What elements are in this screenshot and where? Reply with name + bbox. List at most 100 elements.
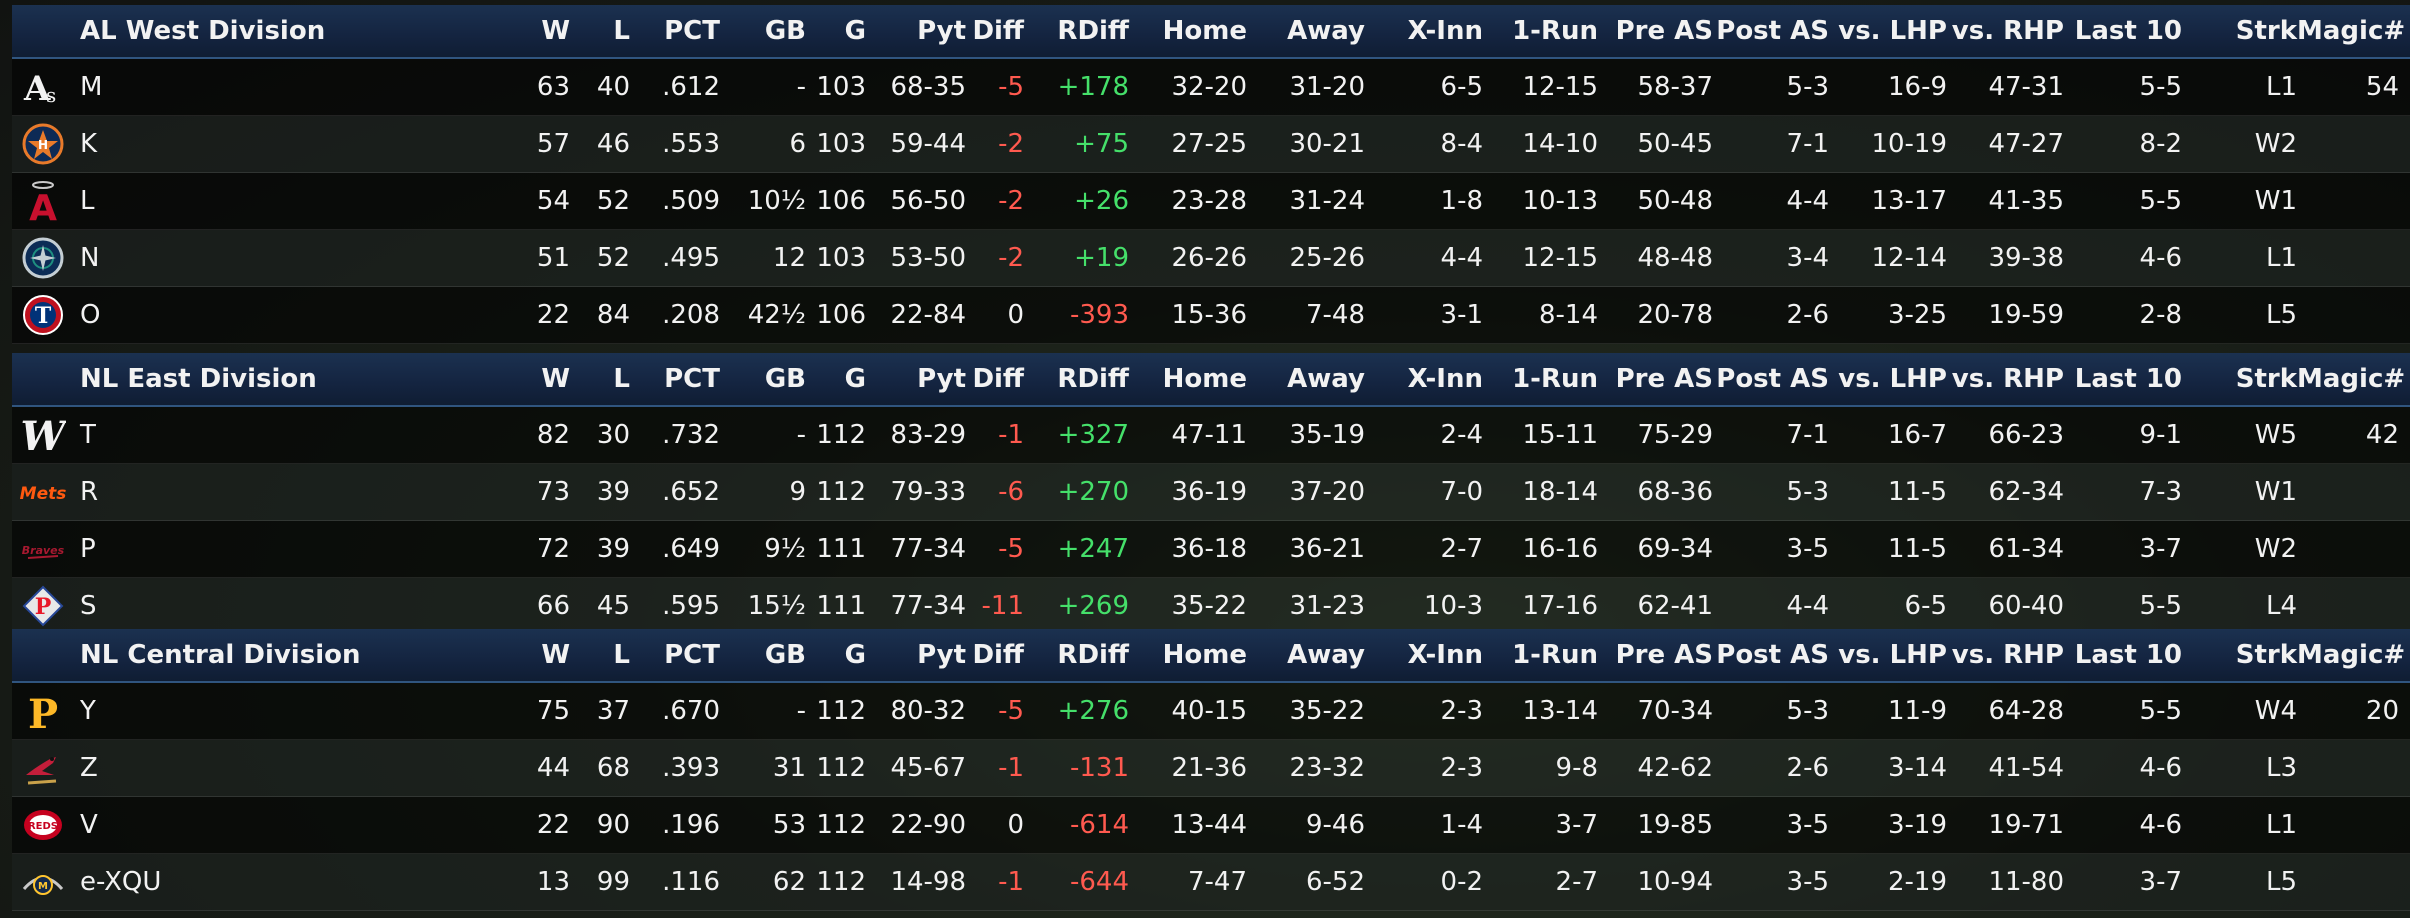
team-vlhp: 3-25: [1887, 300, 1947, 330]
team-postas: 2-6: [1786, 300, 1829, 330]
col-away[interactable]: Away: [1287, 640, 1365, 670]
col-pyt[interactable]: Pyt: [917, 16, 966, 46]
col-1run[interactable]: 1-Run: [1512, 16, 1598, 46]
col-away[interactable]: Away: [1287, 16, 1365, 46]
team-name[interactable]: Y: [80, 696, 96, 726]
col-1run[interactable]: 1-Run: [1512, 364, 1598, 394]
team-w: 13: [536, 867, 570, 897]
col-preas[interactable]: Pre AS: [1615, 640, 1713, 670]
team-name[interactable]: Z: [80, 753, 98, 783]
col-magic[interactable]: Magic#: [2297, 16, 2406, 46]
team-name[interactable]: K: [80, 129, 98, 159]
col-g[interactable]: G: [844, 16, 866, 46]
division-title: AL West Division: [80, 16, 326, 46]
col-pyt[interactable]: Pyt: [917, 364, 966, 394]
team-home: 36-18: [1171, 534, 1247, 564]
col-pct[interactable]: PCT: [664, 364, 720, 394]
col-xinn[interactable]: X-Inn: [1407, 16, 1483, 46]
col-w[interactable]: W: [541, 364, 570, 394]
team-name[interactable]: S: [80, 591, 97, 621]
col-pct[interactable]: PCT: [664, 16, 720, 46]
col-postas[interactable]: Post AS: [1716, 364, 1829, 394]
team-row[interactable]: T O 22 84 .208 42½ 106 22-84 0 -393 15-36 7-48 3-1 8-…: [12, 287, 2410, 344]
team-row[interactable]: Mets R 73 39 .652 9 112 79-33 -6 +270 36-19 37-20 7-…: [12, 464, 2410, 521]
col-diff[interactable]: Diff: [972, 640, 1024, 670]
col-rdiff[interactable]: RDiff: [1057, 16, 1129, 46]
col-rdiff[interactable]: RDiff: [1057, 364, 1129, 394]
col-l[interactable]: L: [613, 640, 630, 670]
col-strk[interactable]: Strk: [2235, 364, 2297, 394]
col-g[interactable]: G: [844, 364, 866, 394]
col-last10[interactable]: Last 10: [2074, 640, 2182, 670]
col-vrhp[interactable]: vs. RHP: [1951, 16, 2064, 46]
col-strk[interactable]: Strk: [2235, 640, 2297, 670]
team-l: 39: [596, 534, 630, 564]
col-postas[interactable]: Post AS: [1716, 16, 1829, 46]
col-w[interactable]: W: [541, 640, 570, 670]
col-last10[interactable]: Last 10: [2074, 16, 2182, 46]
col-gb[interactable]: GB: [764, 364, 806, 394]
col-strk[interactable]: Strk: [2235, 16, 2297, 46]
team-name[interactable]: M: [80, 72, 103, 102]
col-l[interactable]: L: [613, 16, 630, 46]
team-xinn: 2-7: [1440, 534, 1483, 564]
svg-text:M: M: [38, 881, 48, 892]
team-l: 37: [596, 696, 630, 726]
team-name[interactable]: O: [80, 300, 101, 330]
team-row[interactable]: N 51 52 .495 12 103 53-50 -2 +19 26-26 25-26 4-4 12-…: [12, 230, 2410, 287]
team-row[interactable]: H K 57 46 .553 6 103 59-44 -2 +75 27-25 30-21 8-4 14-…: [12, 116, 2410, 173]
col-vlhp[interactable]: vs. LHP: [1838, 16, 1947, 46]
team-name[interactable]: N: [80, 243, 100, 273]
reds-logo-icon: REDS: [12, 797, 74, 853]
col-magic[interactable]: Magic#: [2297, 364, 2406, 394]
col-gb[interactable]: GB: [764, 640, 806, 670]
team-vrhp: 66-23: [1988, 420, 2064, 450]
col-w[interactable]: W: [541, 16, 570, 46]
team-name[interactable]: R: [80, 477, 99, 507]
col-1run[interactable]: 1-Run: [1512, 640, 1598, 670]
col-l[interactable]: L: [613, 364, 630, 394]
team-name[interactable]: L: [80, 186, 95, 216]
team-name[interactable]: T: [80, 420, 96, 450]
team-row[interactable]: A L 54 52 .509 10½ 106 56-50 -2 +26 23-28 31-24 1-8 1…: [12, 173, 2410, 230]
col-pyt[interactable]: Pyt: [917, 640, 966, 670]
team-row[interactable]: Z 44 68 .393 31 112 45-67 -1 -131 21-36 23-32 2-3 9-…: [12, 740, 2410, 797]
team-row[interactable]: W T 82 30 .732 -112 83-29 -1 +327 47-11 35-19 2-4 15…: [12, 407, 2410, 464]
col-g[interactable]: G: [844, 640, 866, 670]
col-rdiff[interactable]: RDiff: [1057, 640, 1129, 670]
col-home[interactable]: Home: [1162, 364, 1247, 394]
division-header[interactable]: AL West Division W L PCT GB G Pyt Diff R…: [12, 5, 2410, 59]
col-away[interactable]: Away: [1287, 364, 1365, 394]
team-xinn: 2-4: [1440, 420, 1483, 450]
team-row[interactable]: Braves P 72 39 .649 9½ 111 77-34 -5 +247 36-18 36-2…: [12, 521, 2410, 578]
col-gb[interactable]: GB: [764, 16, 806, 46]
team-vlhp: 2-19: [1887, 867, 1947, 897]
col-xinn[interactable]: X-Inn: [1407, 640, 1483, 670]
team-row[interactable]: P S 66 45 .595 15½ 111 77-34 -11 +269 35-22 31-23 10…: [12, 578, 2410, 635]
col-vlhp[interactable]: vs. LHP: [1838, 364, 1947, 394]
team-name[interactable]: e-XQU: [80, 867, 162, 897]
col-vrhp[interactable]: vs. RHP: [1951, 364, 2064, 394]
division-header[interactable]: NL East Division W L PCT GB G Pyt Diff R…: [12, 353, 2410, 407]
division-header[interactable]: NL Central Division W L PCT GB G Pyt Dif…: [12, 629, 2410, 683]
col-last10[interactable]: Last 10: [2074, 364, 2182, 394]
col-pct[interactable]: PCT: [664, 640, 720, 670]
team-row[interactable]: REDS V 22 90 .196 53 112 22-90 0 -614 13-44 9-46 1-4…: [12, 797, 2410, 854]
col-preas[interactable]: Pre AS: [1615, 16, 1713, 46]
team-xinn: 2-3: [1440, 696, 1483, 726]
col-home[interactable]: Home: [1162, 16, 1247, 46]
col-diff[interactable]: Diff: [972, 16, 1024, 46]
col-magic[interactable]: Magic#: [2297, 640, 2406, 670]
team-name[interactable]: V: [80, 810, 98, 840]
col-home[interactable]: Home: [1162, 640, 1247, 670]
team-name[interactable]: P: [80, 534, 96, 564]
col-postas[interactable]: Post AS: [1716, 640, 1829, 670]
col-preas[interactable]: Pre AS: [1615, 364, 1713, 394]
col-vrhp[interactable]: vs. RHP: [1951, 640, 2064, 670]
col-diff[interactable]: Diff: [972, 364, 1024, 394]
team-row[interactable]: P Y 75 37 .670 -112 80-32 -5 +276 40-15 35-22 2-3 13…: [12, 683, 2410, 740]
col-xinn[interactable]: X-Inn: [1407, 364, 1483, 394]
col-vlhp[interactable]: vs. LHP: [1838, 640, 1947, 670]
